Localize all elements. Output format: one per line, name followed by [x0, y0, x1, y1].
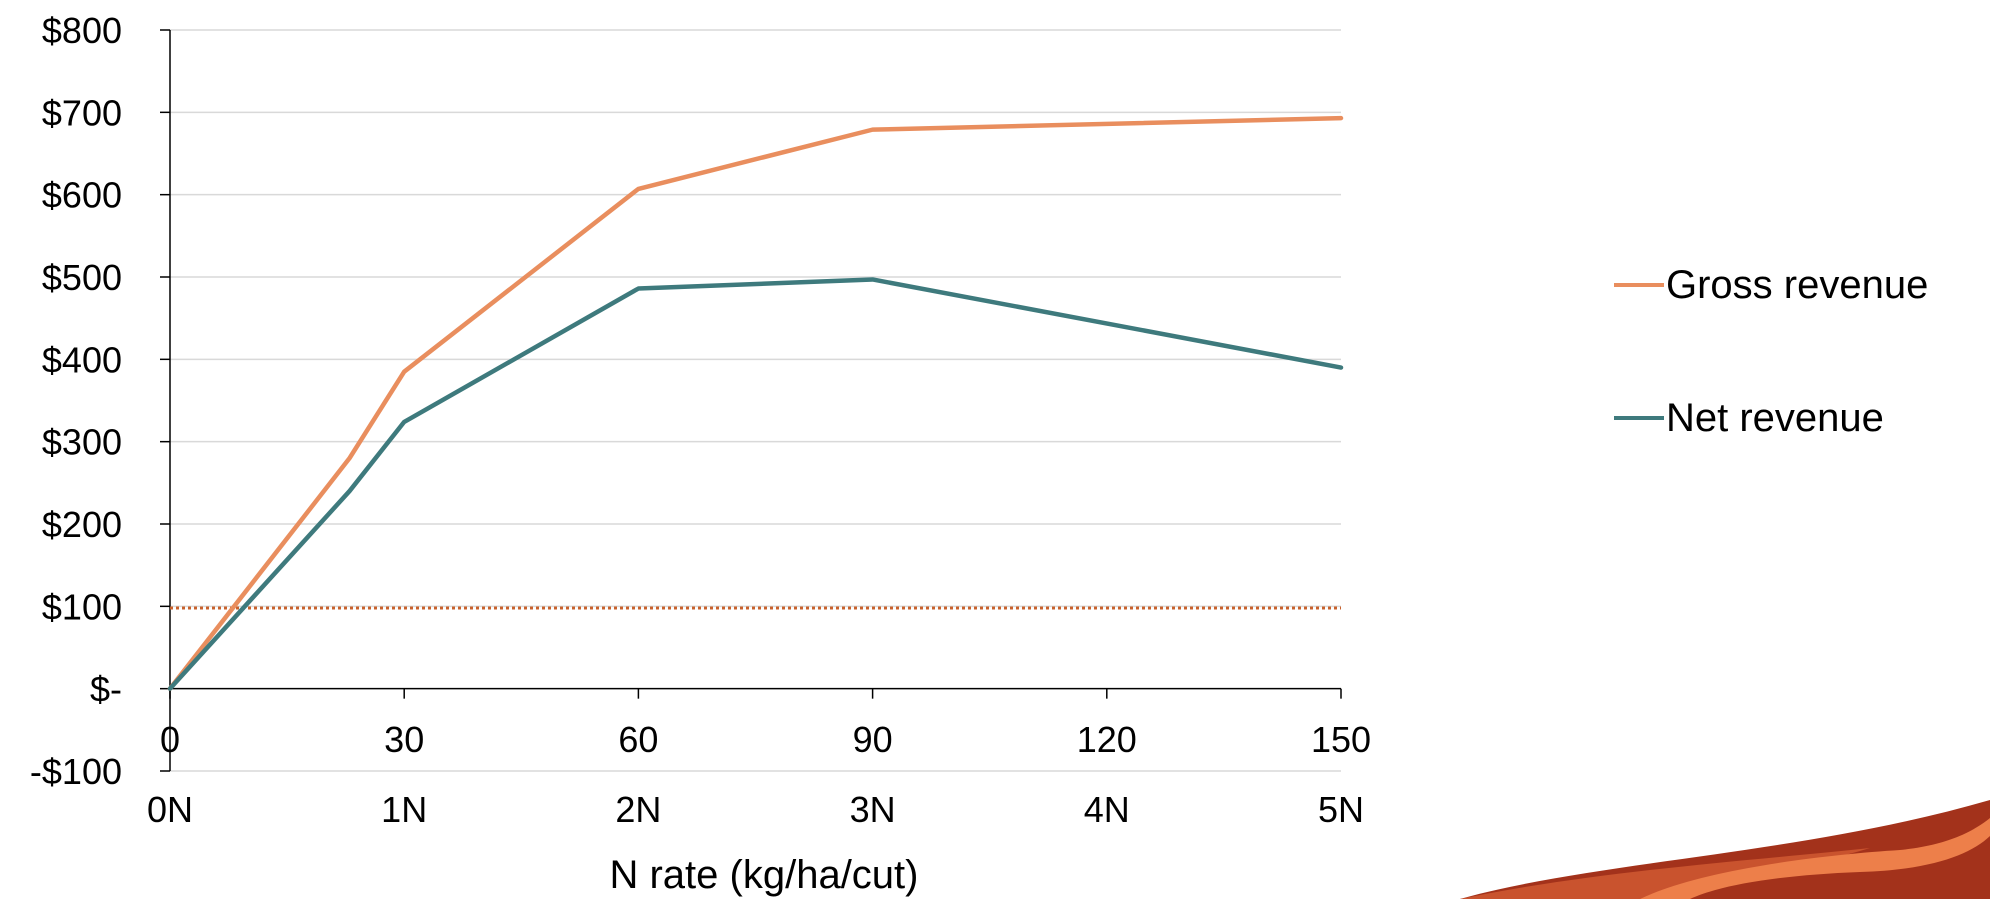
- series-lines: [167, 115, 1344, 691]
- legend-label-gross: Gross revenue: [1666, 263, 1928, 307]
- x-axis-title: N rate (kg/ha/cut): [609, 853, 918, 897]
- x-secondary-tick-label: 2N: [615, 789, 661, 830]
- x-tick-labels: 0 30 60 90 120 150: [160, 719, 1371, 760]
- y-tick-label: $500: [42, 257, 122, 298]
- y-tick-label: $800: [42, 10, 122, 51]
- gridlines: [160, 29, 1341, 772]
- axes: [169, 30, 1342, 771]
- y-tick-label: $600: [42, 175, 122, 216]
- x-tick-label: 0: [160, 719, 180, 760]
- swoosh-dark: [1460, 800, 1990, 899]
- y-tick-label: $200: [42, 504, 122, 545]
- x-tick-label: 90: [853, 719, 893, 760]
- x-secondary-tick-label: 4N: [1084, 789, 1130, 830]
- x-tick-label: 120: [1077, 719, 1137, 760]
- x-secondary-tick-label: 1N: [381, 789, 427, 830]
- y-tick-label: $700: [42, 92, 122, 133]
- x-tick-label: 60: [618, 719, 658, 760]
- x-tick-label: 150: [1311, 719, 1371, 760]
- x-secondary-tick-label: 3N: [850, 789, 896, 830]
- x-secondary-tick-labels: 0N 1N 2N 3N 4N 5N: [147, 789, 1364, 830]
- x-secondary-tick-label: 0N: [147, 789, 193, 830]
- y-tick-label: -$100: [30, 751, 122, 792]
- swoosh-mid: [1460, 848, 1870, 899]
- series-line-gross-revenue: [167, 115, 1344, 691]
- y-tick-labels: -$100 $- $100 $200 $300 $400 $500 $600 $700 $800: [30, 10, 122, 792]
- swoosh-light: [1640, 818, 1990, 899]
- legend-label-net: Net revenue: [1666, 396, 1884, 440]
- series-line-net-revenue: [167, 277, 1344, 691]
- y-tick-label: $300: [42, 422, 122, 463]
- corner-swoosh-decoration: [1460, 800, 1990, 899]
- x-tick-label: 30: [384, 719, 424, 760]
- y-tick-label: $400: [42, 339, 122, 380]
- legend: Gross revenue Net revenue: [1614, 263, 1928, 440]
- x-secondary-tick-label: 5N: [1318, 789, 1364, 830]
- y-tick-label: $100: [42, 586, 122, 627]
- y-tick-label: $-: [90, 669, 122, 710]
